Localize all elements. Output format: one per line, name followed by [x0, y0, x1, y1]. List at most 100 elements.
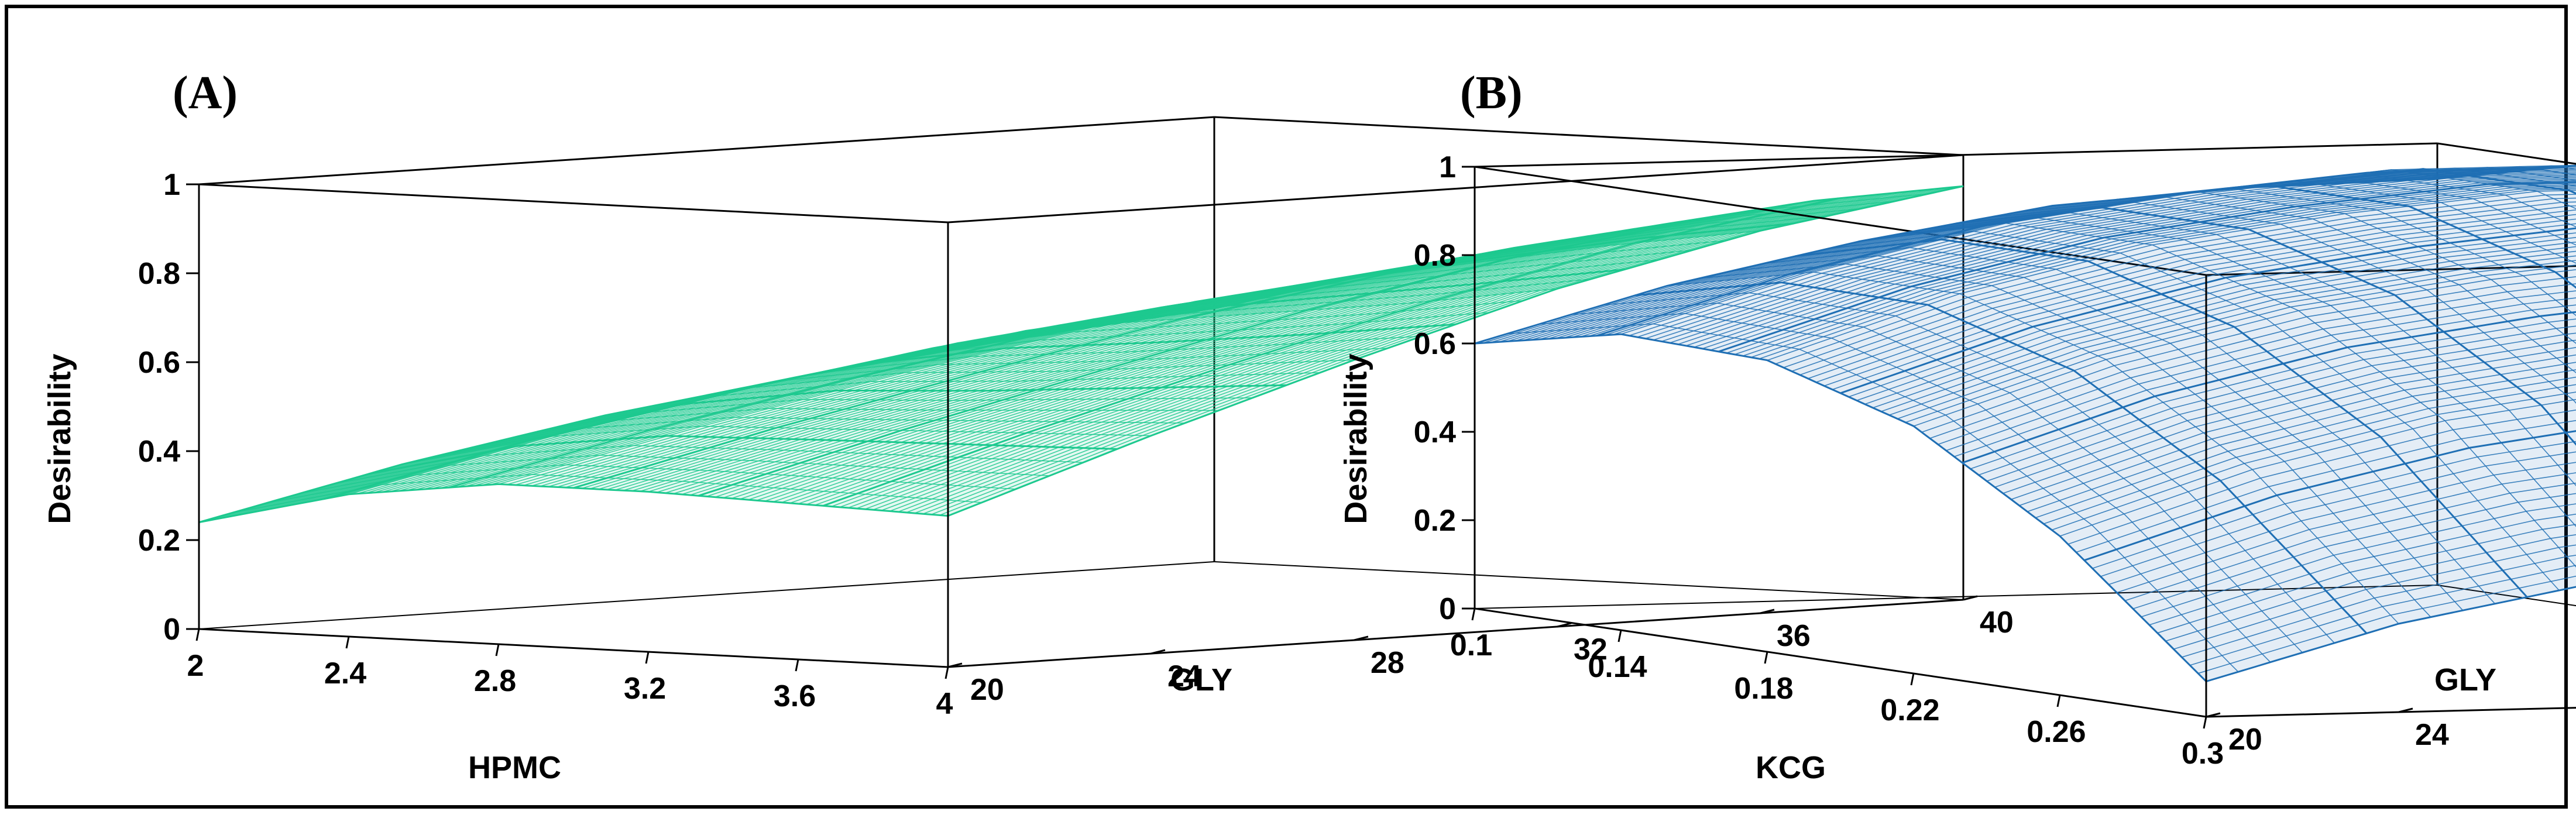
- panel-a: 2 2.4 2.8 3.2 3.6 4 20 24 28 32 36 40 0 …: [42, 67, 2014, 785]
- panel-a-box-front: [186, 183, 1978, 679]
- panel-a-z-axis-label: Desirability: [42, 353, 77, 524]
- panel-b-surface-grid-line: [2437, 164, 2576, 180]
- panel-a-x-tick: 4: [936, 687, 953, 721]
- panel-b-z-tick: 0.6: [1414, 327, 1456, 361]
- panel-a-y-tick: 36: [1777, 619, 1811, 653]
- panel-a-x-tick: 3.6: [774, 679, 816, 713]
- panel-a-surface-grid-line: [198, 483, 949, 524]
- panel-a-z-tick: 0: [163, 613, 180, 647]
- panel-b-y-tick-mark: [2206, 712, 2221, 718]
- panel-b-surface: [1474, 164, 2576, 683]
- panel-a-surface-grid-line: [1045, 222, 1794, 335]
- panel-b-surface-grid-line: [1635, 281, 2368, 634]
- panel-b-x-tick: 0.1: [1450, 628, 1492, 662]
- panel-b-z-tick: 0.2: [1414, 504, 1456, 538]
- panel-a-x-tick-mark: [345, 636, 350, 649]
- panel-b-surface-grid-line: [2116, 183, 2576, 289]
- panel-b-y-tick-mark: [2398, 707, 2413, 713]
- panel-b-x-tick-mark: [1471, 608, 1476, 621]
- panel-a-box-edge: [947, 154, 1964, 224]
- panel-a-box-edge: [1214, 116, 1964, 156]
- panel-b-z-tick: 0.8: [1414, 239, 1456, 273]
- panel-a-z-tick: 1: [163, 168, 180, 202]
- panel-a-x-tick: 2.8: [474, 664, 516, 698]
- panel-a-z-tick: 0.8: [138, 257, 180, 291]
- panel-b-box-edge: [2437, 585, 2576, 607]
- panel-a-x-tick-mark: [495, 644, 500, 657]
- panel-a-box-edge: [198, 628, 949, 668]
- panel-b-x-tick-mark: [1617, 630, 1622, 642]
- panel-b-x-tick: 0.26: [2027, 715, 2086, 749]
- panel-a-y-tick-mark: [1557, 622, 1572, 628]
- panel-a-y-tick: 20: [970, 673, 1004, 707]
- panel-b-x-tick-mark: [1910, 673, 1915, 686]
- panel-b-y-axis-label: GLY: [2434, 662, 2496, 697]
- panel-b-x-tick: 0.22: [1880, 693, 1939, 727]
- panel-b-box-front: [1462, 166, 2576, 729]
- panel-b-z-axis-label: Desirability: [1338, 353, 1373, 524]
- panel-a-z-tick: 0.2: [138, 524, 180, 558]
- panel-a-box-edge: [1214, 561, 1964, 600]
- panel-a-y-tick-mark: [1150, 649, 1166, 655]
- panel-b-x-axis-label: KCG: [1756, 750, 1826, 785]
- panel-b-x-tick: 0.18: [1734, 672, 1793, 706]
- figure-frame: [5, 5, 2568, 809]
- panel-a-x-tick-mark: [195, 628, 200, 641]
- panel-a-y-tick: 24: [1167, 659, 1201, 693]
- panel-a-x-tick-mark: [795, 659, 799, 672]
- panel-a-y-tick-mark: [1354, 635, 1369, 641]
- panel-a-box-edge: [198, 116, 1215, 185]
- panel-a-x-tick-mark: [645, 651, 650, 664]
- panel-a-y-tick-mark: [1760, 609, 1775, 614]
- panel-b-y-tick: 24: [2415, 718, 2449, 752]
- panel-a-y-tick: 40: [1980, 606, 2014, 640]
- panel-b-surface-grid-line: [1795, 238, 2528, 598]
- panel-a-ticks: 2 2.4 2.8 3.2 3.6 4 20 24 28 32 36 40 0 …: [138, 168, 2014, 721]
- panel-b-box-edge: [2206, 707, 2576, 718]
- panel-b-x-tick: 0.3: [2182, 737, 2224, 771]
- panel-a-box-edge: [947, 599, 1964, 668]
- panel-a-x-tick-mark: [944, 666, 949, 679]
- panel-b-ticks: 0.1 0.14 0.18 0.22 0.26 0.3 20 24 28 32 …: [1414, 150, 2449, 771]
- panel-a-y-axis-label: GLY: [1170, 662, 1232, 697]
- panel-a-surface-grid-line: [875, 268, 1625, 365]
- panel-a-y-tick: 32: [1574, 633, 1608, 666]
- panel-b-box-edge: [2437, 142, 2576, 165]
- panel-a-x-axis-label: HPMC: [468, 750, 561, 785]
- panel-a-box-edge: [198, 183, 949, 224]
- panel-b-surface-grid-line: [1956, 207, 2576, 446]
- panel-a-surface-grid-line: [367, 435, 1118, 475]
- panel-a-surface-grid-line: [1214, 185, 1964, 310]
- panel-b-z-tick: 1: [1439, 150, 1456, 184]
- panel-b-box-edge: [1474, 142, 2438, 168]
- panel-a-z-tick: 0.4: [138, 435, 180, 469]
- panel-b-box-edge: [1474, 585, 2438, 609]
- panel-b-surface-grid-line: [2276, 168, 2576, 195]
- panel-b-x-tick-mark: [2056, 695, 2061, 707]
- panel-a-y-tick: 28: [1371, 646, 1404, 680]
- panel-b-z-tick: 0: [1439, 592, 1456, 626]
- panel-a-label: (A): [173, 67, 238, 119]
- panel-b-box-edge: [1474, 607, 2207, 718]
- panel-b-y-tick: 20: [2228, 723, 2262, 757]
- panel-b-label: (B): [1460, 67, 1523, 119]
- panel-b-surface-grid-line: [2206, 586, 2576, 683]
- panel-b-x-tick-mark: [2203, 716, 2207, 729]
- panel-b-surface-grid-line: [1474, 333, 2207, 682]
- panel-b-box-edge: [2206, 265, 2576, 276]
- panel-b-z-tick: 0.4: [1414, 415, 1456, 449]
- panel-a-z-tick: 0.6: [138, 346, 180, 380]
- panel-b-x-tick: 0.14: [1588, 650, 1647, 684]
- panel-a-surface-grid-line: [537, 384, 1287, 433]
- panel-b-x-tick-mark: [1764, 651, 1768, 664]
- panel-b-box-edge: [1474, 166, 2207, 276]
- panel-a-x-tick: 3.2: [624, 672, 666, 706]
- panel-a-box-edge: [198, 561, 1215, 630]
- panel-a-box-back: [198, 116, 1964, 630]
- panel-b: 0.1 0.14 0.18 0.22 0.26 0.3 20 24 28 32 …: [1338, 67, 2576, 785]
- panel-a-y-tick-mark: [947, 662, 963, 668]
- panel-a-x-tick: 2: [187, 649, 204, 683]
- panel-a-surface-grid-line: [706, 323, 1456, 396]
- panel-a-x-tick: 2.4: [324, 657, 366, 690]
